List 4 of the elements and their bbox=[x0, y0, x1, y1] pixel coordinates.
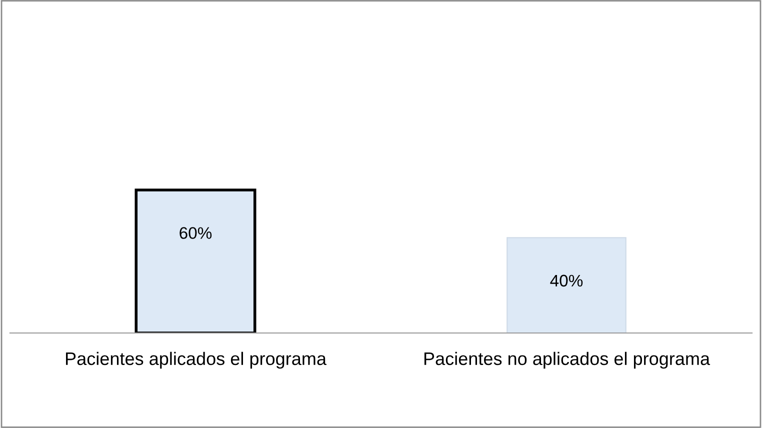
x-tick-label: Pacientes aplicados el programa bbox=[66, 352, 326, 369]
data-label: 40% bbox=[550, 274, 583, 287]
x-tick-label: Pacientes no aplicados el programa bbox=[424, 352, 710, 369]
data-label: 60% bbox=[180, 227, 212, 239]
